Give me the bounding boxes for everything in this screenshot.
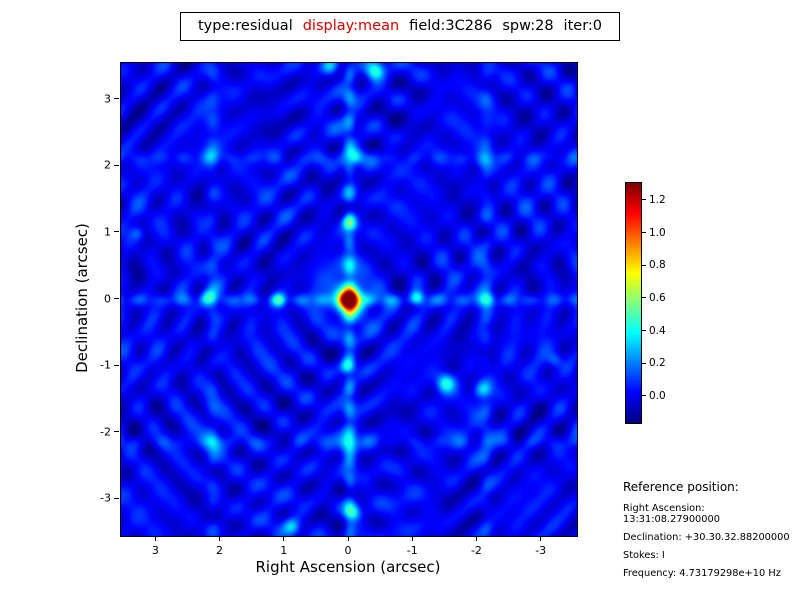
- colorbar-tick-mark: [642, 362, 646, 364]
- colorbar-tick-label: 0.2: [649, 357, 666, 370]
- title-iter: iter:0: [563, 18, 603, 34]
- x-tick-label: -1: [406, 544, 418, 557]
- plot-area: [120, 62, 578, 537]
- title-field: field:3C286: [409, 18, 493, 34]
- title-display: display:mean: [302, 18, 400, 34]
- x-tick-label: 2: [216, 544, 224, 557]
- x-tick-label: 0: [344, 544, 352, 557]
- colorbar-tick-mark: [642, 297, 646, 299]
- colorbar-tick-label: 0.4: [649, 324, 666, 337]
- colorbar-tick-mark: [642, 330, 646, 332]
- x-tick-mark: [154, 536, 156, 541]
- y-tick-mark: [114, 364, 119, 366]
- title-spw: spw:28: [502, 18, 554, 34]
- x-axis-label: Right Ascension (arcsec): [255, 558, 441, 576]
- colorbar-tick-mark: [642, 232, 646, 234]
- y-tick-label: -2: [100, 425, 111, 439]
- reference-position-block: Reference position: Right Ascension: 13:…: [623, 480, 800, 586]
- y-tick-mark: [114, 231, 119, 233]
- y-tick-label: 1: [104, 225, 111, 239]
- y-axis-label: Declination (arcsec): [73, 223, 91, 373]
- y-tick-mark: [114, 98, 119, 100]
- y-tick-label: 0: [104, 292, 111, 305]
- reference-stokes: Stokes: I: [623, 550, 665, 561]
- colorbar-tick-label: 0.0: [649, 389, 666, 402]
- x-tick-label: 1: [280, 544, 288, 557]
- plot-title: type:residual display:mean field:3C286 spw:…: [179, 12, 621, 42]
- colorbar: [625, 182, 642, 424]
- x-tick-mark: [347, 536, 349, 541]
- reference-frequency: Frequency: 4.73179298e+10 Hz: [623, 568, 781, 579]
- x-tick-mark: [475, 536, 477, 541]
- x-tick-label: -3: [535, 544, 547, 557]
- x-tick-mark: [411, 536, 413, 541]
- title-type: type:residual: [197, 18, 293, 34]
- y-tick-label: 3: [104, 92, 111, 106]
- colorbar-tick-mark: [642, 199, 646, 201]
- colorbar-tick-label: 1.2: [649, 193, 666, 206]
- y-tick-label: -3: [100, 491, 111, 505]
- x-tick-mark: [540, 536, 542, 541]
- reference-declination: Declination: +30.30.32.88200000: [623, 532, 790, 543]
- reference-right-ascension: Right Ascension: 13:31:08.27900000: [623, 503, 720, 525]
- x-tick-label: -2: [470, 544, 482, 557]
- colorbar-tick-label: 0.6: [649, 291, 666, 304]
- residual-image-canvas: [121, 63, 577, 536]
- reference-heading: Reference position:: [623, 480, 739, 494]
- x-tick-label: 3: [151, 544, 159, 557]
- colorbar-tick-label: 0.8: [649, 259, 666, 272]
- y-tick-label: 2: [104, 158, 111, 172]
- colorbar-tick-mark: [642, 395, 646, 397]
- y-tick-mark: [114, 164, 119, 166]
- colorbar-tick-label: 1.0: [649, 226, 666, 239]
- y-tick-label: -1: [100, 358, 111, 372]
- x-tick-mark: [283, 536, 285, 541]
- x-tick-mark: [219, 536, 221, 541]
- colorbar-tick-mark: [642, 264, 646, 266]
- colorbar-gradient-canvas: [626, 183, 641, 423]
- y-tick-mark: [114, 431, 119, 433]
- y-tick-mark: [114, 497, 119, 499]
- y-tick-mark: [114, 298, 119, 299]
